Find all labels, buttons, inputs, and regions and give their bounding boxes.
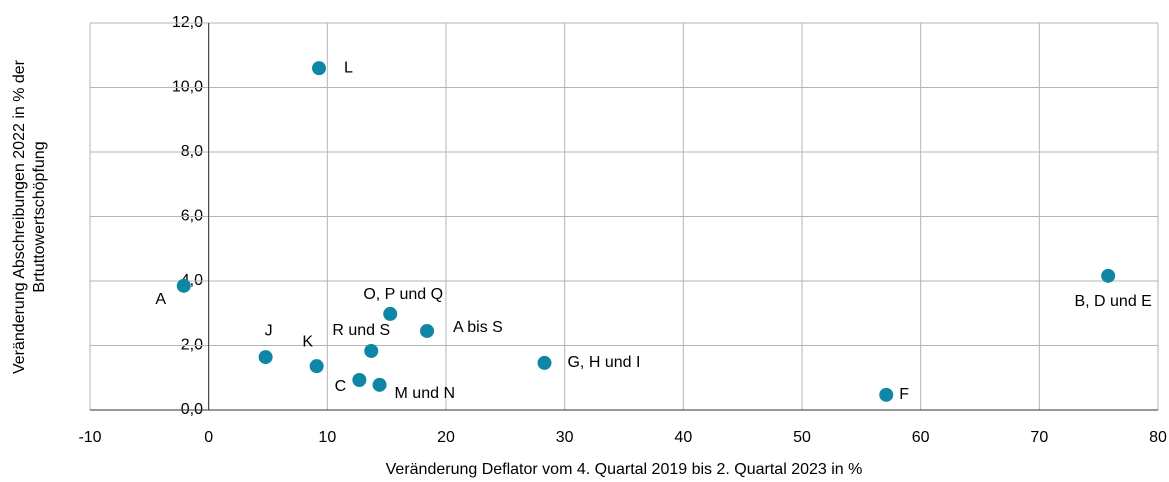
x-tick-label: -10 — [78, 429, 101, 446]
point-label: F — [899, 386, 909, 403]
x-tick-label: 50 — [793, 429, 811, 446]
point — [364, 343, 379, 358]
x-tick-label: 30 — [556, 429, 574, 446]
x-tick-label: 10 — [318, 429, 336, 446]
point-label: A — [155, 291, 166, 308]
y-axis-title: Brtuttowertschöpfung — [31, 141, 48, 292]
point — [258, 350, 273, 365]
point — [352, 373, 367, 388]
point-label: L — [344, 59, 353, 76]
x-tick-label: 20 — [437, 429, 455, 446]
point-label: O, P und Q — [363, 286, 443, 303]
point — [176, 278, 191, 293]
x-tick-label: 70 — [1030, 429, 1048, 446]
point — [312, 61, 327, 76]
point — [309, 359, 324, 374]
point — [1101, 268, 1116, 283]
x-axis-title: Veränderung Deflator vom 4. Quartal 2019… — [386, 461, 863, 478]
point-label: B, D und E — [1074, 293, 1151, 310]
point — [537, 355, 552, 370]
point-label: G, H und I — [567, 354, 640, 371]
x-tick-label: 80 — [1149, 429, 1167, 446]
point — [372, 377, 387, 392]
point — [879, 387, 894, 402]
point — [420, 323, 435, 338]
point-label: R und S — [332, 322, 390, 339]
point-label: C — [335, 378, 347, 395]
point-label: J — [265, 322, 273, 339]
point-label: A bis S — [453, 319, 503, 336]
y-axis-title: Veränderung Abschreibungen 2022 in % der — [11, 59, 28, 374]
point — [383, 306, 398, 321]
point-label: M und N — [395, 385, 455, 402]
point-label: K — [302, 333, 313, 350]
x-tick-label: 0 — [204, 429, 213, 446]
x-tick-label: 40 — [674, 429, 692, 446]
x-tick-label: 60 — [912, 429, 930, 446]
